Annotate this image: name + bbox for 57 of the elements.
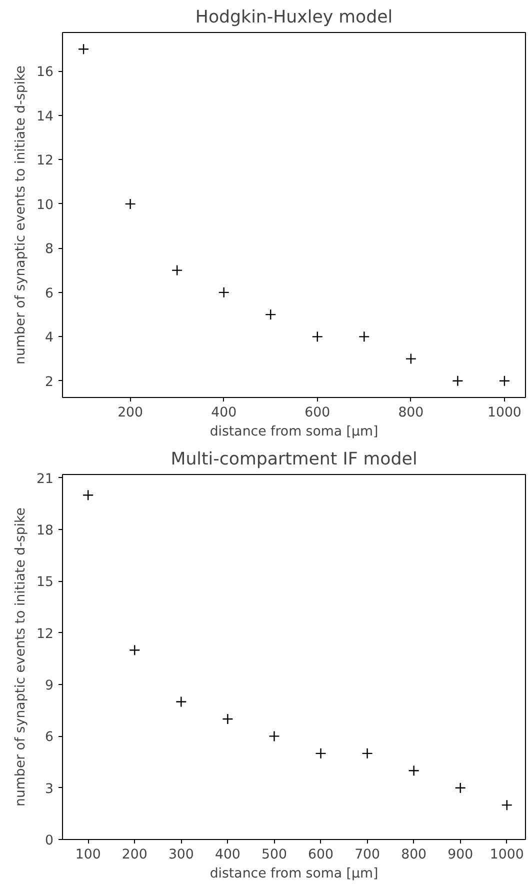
y-tick-label: 14 (36, 109, 54, 124)
point (268, 730, 280, 742)
point (454, 782, 466, 794)
y-tick-label: 12 (36, 626, 54, 642)
point (315, 748, 326, 760)
chart-title: Multi-compartment IF model (170, 450, 418, 470)
point (452, 375, 464, 387)
y-tick-label: 21 (36, 472, 54, 487)
point (265, 308, 276, 320)
x-tick-label: 800 (401, 848, 427, 862)
y-tick-label: 9 (45, 678, 54, 694)
x-tick-label: 400 (211, 406, 237, 420)
point (129, 644, 140, 656)
point (405, 353, 417, 364)
y-tick-label: 10 (36, 198, 54, 213)
x-tick-label: 600 (304, 406, 330, 420)
point (176, 696, 187, 708)
x-axis-title: distance from soma [μm] (210, 866, 378, 882)
x-tick-label: 600 (308, 848, 334, 862)
y-axis-title: number of synaptic events to initiate d-spike (14, 508, 29, 806)
y-tick-label: 0 (45, 834, 54, 848)
x-axis-title: distance from soma [μm] (210, 424, 378, 440)
point (218, 286, 230, 298)
point (312, 331, 323, 342)
point (222, 713, 234, 725)
y-tick-label: 16 (36, 65, 54, 80)
y-tick-label: 6 (45, 730, 54, 746)
x-tick-label: 100 (75, 848, 101, 862)
point (171, 264, 183, 276)
y-axis-title: number of synaptic events to initiate d-spike (14, 66, 29, 364)
y-tick-label: 2 (45, 374, 54, 390)
point (501, 799, 512, 811)
point (362, 748, 373, 760)
x-tick-label: 1000 (487, 406, 522, 420)
point (498, 375, 510, 387)
x-tick-label: 400 (214, 848, 240, 862)
point (124, 198, 136, 210)
y-tick-label: 18 (36, 524, 54, 539)
y-tick-label: 3 (45, 782, 54, 797)
x-tick-label: 200 (122, 848, 148, 862)
x-tick-label: 1000 (490, 848, 524, 862)
y-tick-label: 12 (36, 154, 54, 169)
point (408, 765, 420, 776)
y-tick-label: 8 (45, 242, 54, 258)
point (78, 43, 90, 55)
x-tick-label: 700 (354, 848, 380, 862)
point (82, 490, 94, 501)
x-tick-label: 500 (262, 848, 287, 862)
x-tick-label: 200 (118, 406, 144, 420)
x-tick-label: 300 (168, 848, 194, 862)
y-tick-label: 4 (45, 330, 54, 346)
x-tick-label: 800 (398, 406, 424, 420)
y-tick-label: 6 (45, 286, 54, 302)
chart-title: Hodgkin-Huxley model (195, 8, 393, 28)
point (358, 331, 370, 342)
y-tick-label: 15 (36, 575, 54, 590)
x-tick-label: 900 (448, 848, 474, 862)
